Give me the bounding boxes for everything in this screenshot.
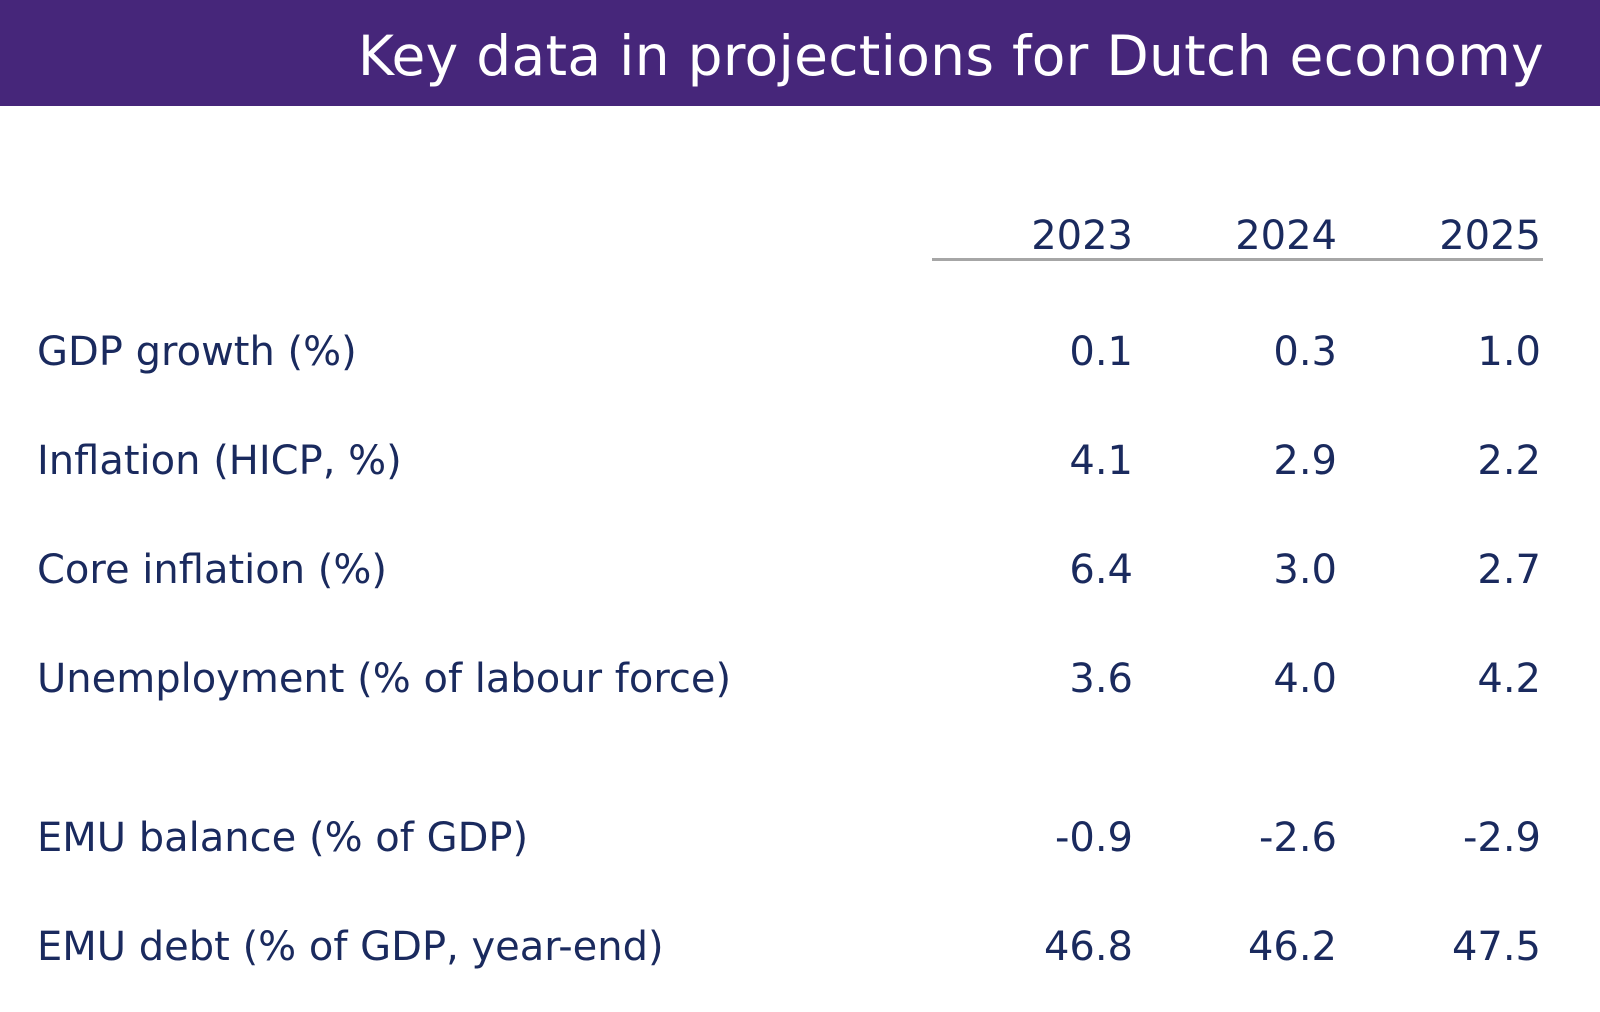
table-row-emu-balance: EMU balance (% of GDP) -0.9 -2.6 -2.9 [0, 814, 1600, 862]
row-label: EMU balance (% of GDP) [37, 815, 529, 861]
value-2025: 4.2 [1477, 656, 1541, 702]
value-2025: 2.7 [1477, 547, 1541, 593]
title-bar: Key data in projections for Dutch econom… [0, 0, 1600, 106]
value-2023: 6.4 [1069, 547, 1133, 593]
value-2023: 46.8 [1043, 924, 1133, 970]
header-divider [932, 258, 1543, 261]
year-header-2025: 2025 [1439, 213, 1541, 259]
table-row-inflation: Inflation (HICP, %) 4.1 2.9 2.2 [0, 437, 1600, 485]
year-header-2023: 2023 [1031, 213, 1133, 259]
row-label: Core inflation (%) [37, 547, 388, 593]
table-row-gdp-growth: GDP growth (%) 0.1 0.3 1.0 [0, 328, 1600, 376]
row-label: Inflation (HICP, %) [37, 438, 402, 484]
value-2023: -0.9 [1054, 815, 1133, 861]
year-header-2024: 2024 [1235, 213, 1337, 259]
value-2023: 3.6 [1069, 656, 1133, 702]
page-title: Key data in projections for Dutch econom… [357, 24, 1544, 88]
value-2024: 3.0 [1273, 547, 1337, 593]
value-2023: 4.1 [1069, 438, 1133, 484]
row-label: EMU debt (% of GDP, year-end) [37, 924, 664, 970]
value-2025: -2.9 [1462, 815, 1541, 861]
value-2024: 0.3 [1273, 329, 1337, 375]
value-2024: 46.2 [1247, 924, 1337, 970]
value-2025: 2.2 [1477, 438, 1541, 484]
table-row-emu-debt: EMU debt (% of GDP, year-end) 46.8 46.2 … [0, 923, 1600, 971]
value-2023: 0.1 [1069, 329, 1133, 375]
value-2024: 4.0 [1273, 656, 1337, 702]
value-2024: -2.6 [1258, 815, 1337, 861]
value-2025: 1.0 [1477, 329, 1541, 375]
value-2025: 47.5 [1451, 924, 1541, 970]
row-label: Unemployment (% of labour force) [37, 656, 732, 702]
table-row-unemployment: Unemployment (% of labour force) 3.6 4.0… [0, 655, 1600, 703]
value-2024: 2.9 [1273, 438, 1337, 484]
row-label: GDP growth (%) [37, 329, 357, 375]
table-row-core-inflation: Core inflation (%) 6.4 3.0 2.7 [0, 546, 1600, 594]
